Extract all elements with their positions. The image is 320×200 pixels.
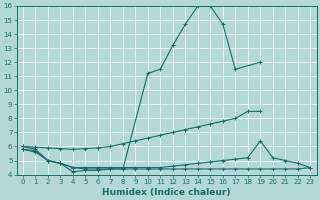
X-axis label: Humidex (Indice chaleur): Humidex (Indice chaleur) (102, 188, 231, 197)
